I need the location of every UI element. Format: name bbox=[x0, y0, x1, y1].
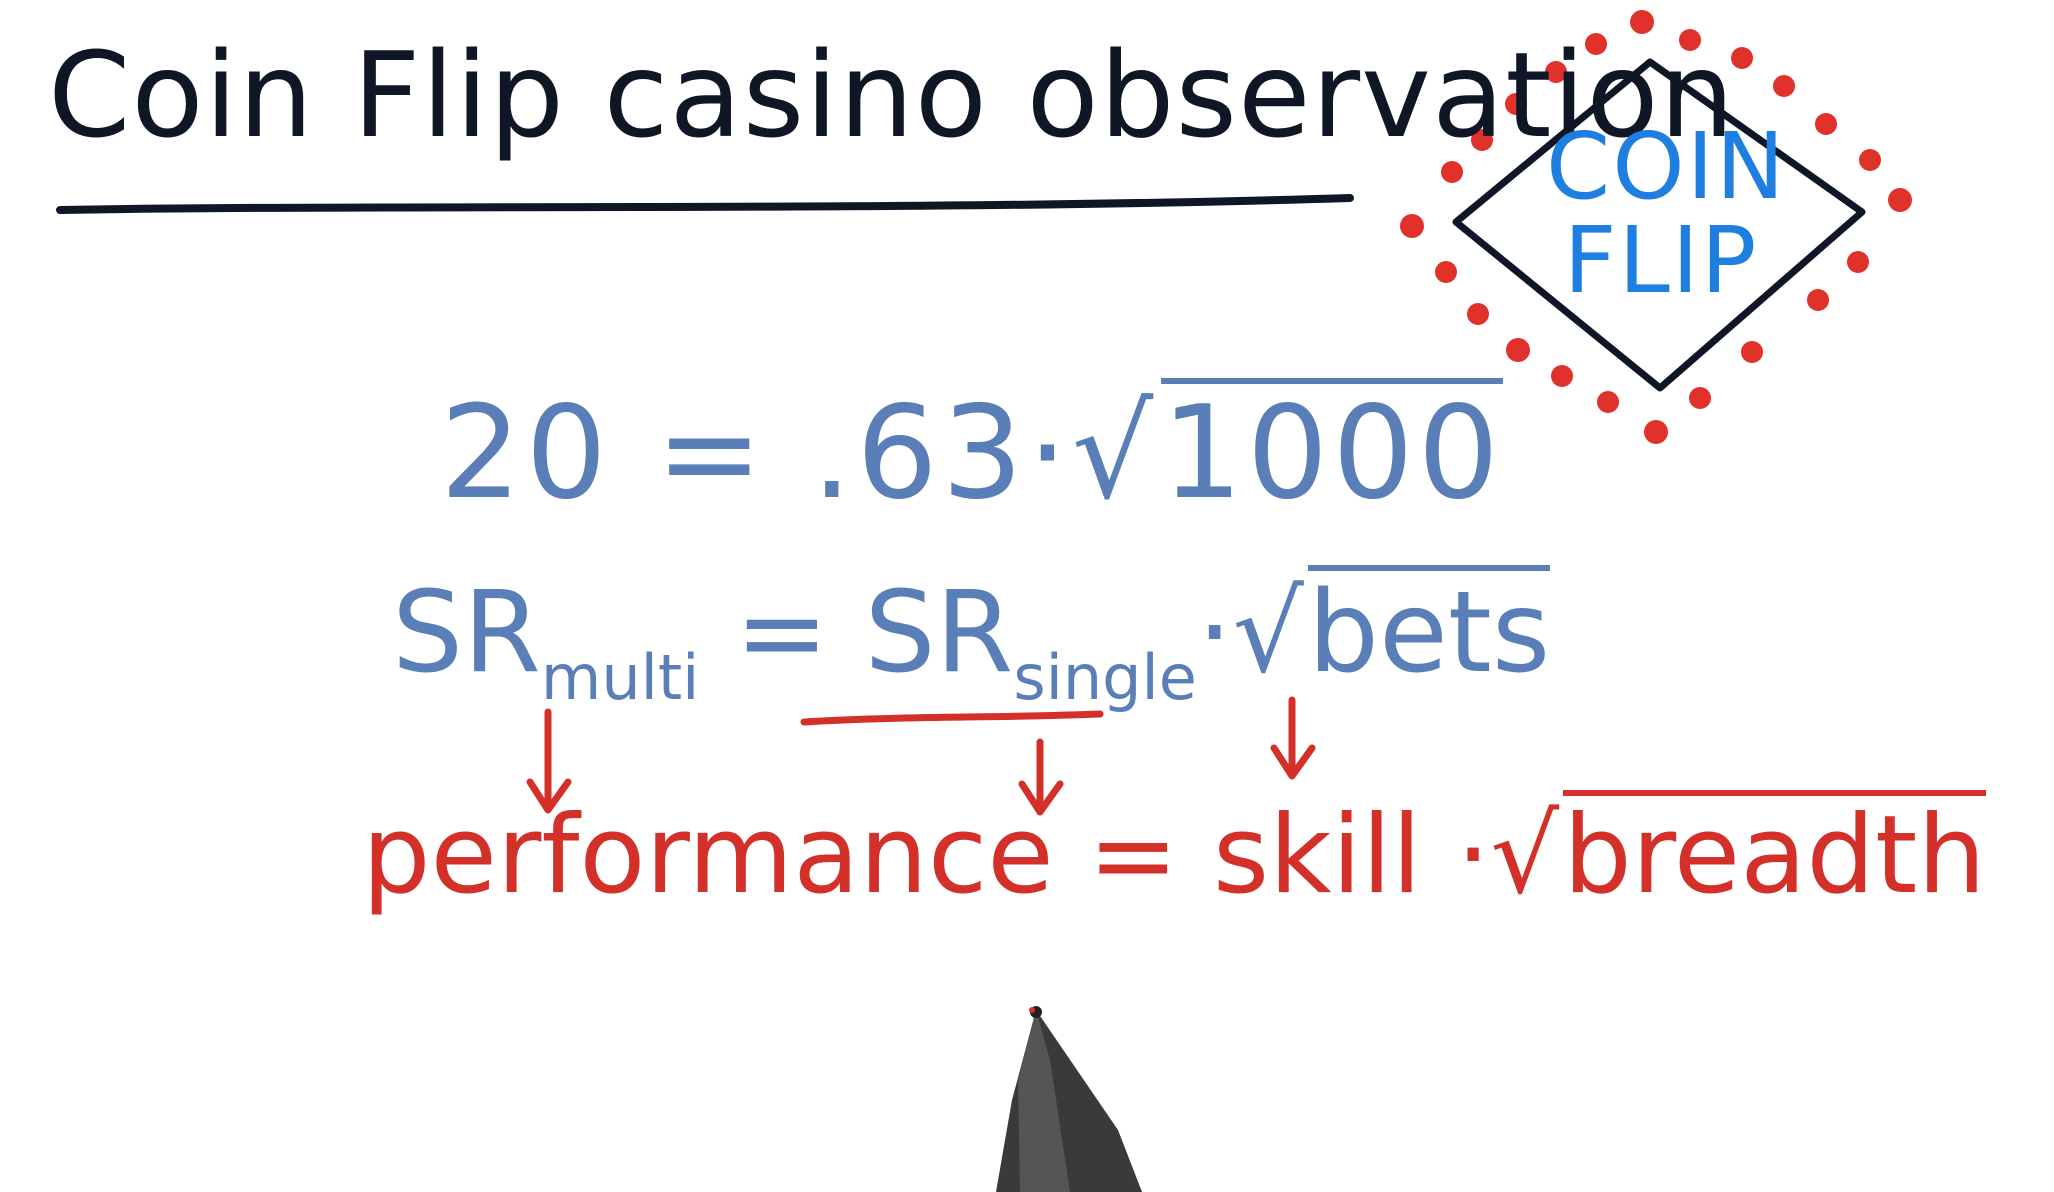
equation-law: performance = skill ·√breadth bbox=[362, 790, 1986, 910]
arrow-multi bbox=[526, 708, 572, 814]
pen-icon bbox=[996, 1006, 1142, 1192]
eq3-performance: performance bbox=[362, 793, 1054, 918]
eq2-radicand: bets bbox=[1307, 565, 1551, 689]
title-underline bbox=[56, 194, 1354, 214]
badge-line-2: FLIP bbox=[1563, 206, 1759, 314]
equation-numeric: 20 = .63·√1000 bbox=[440, 378, 1504, 528]
eq2-equals: = bbox=[734, 568, 829, 698]
single-underline bbox=[800, 710, 1104, 726]
arrow-single bbox=[1018, 738, 1064, 816]
eq1-coef: .63 bbox=[811, 379, 1028, 528]
eq2-single: single bbox=[1013, 641, 1197, 714]
eq1-dot: · bbox=[1027, 379, 1072, 528]
page-title: Coin Flip casino observation bbox=[48, 26, 1736, 164]
eq2-multi: multi bbox=[540, 641, 700, 714]
arrows bbox=[526, 696, 1316, 816]
eq1-sqrt-icon: √ bbox=[1071, 379, 1158, 528]
eq3-sqrt-icon: √ bbox=[1490, 793, 1560, 918]
eq2-sqrt-icon: √ bbox=[1232, 568, 1304, 698]
badge-dots bbox=[1400, 10, 1912, 444]
eq3-dot: · bbox=[1456, 793, 1491, 918]
eq3-radicand: breadth bbox=[1563, 790, 1986, 910]
equation-sharpe: SRmulti = SRsingle·√bets bbox=[392, 565, 1551, 709]
eq3-equals: = bbox=[1088, 793, 1179, 918]
eq3-skill: skill bbox=[1212, 793, 1422, 918]
arrow-bets bbox=[1270, 696, 1316, 780]
eq2-dot: · bbox=[1196, 568, 1233, 698]
badge-line-1: COIN bbox=[1546, 113, 1787, 220]
eq1-lhs: 20 bbox=[440, 379, 611, 528]
eq1-radicand: 1000 bbox=[1161, 378, 1504, 528]
eq2-sr-single-base: SR bbox=[864, 568, 1014, 698]
badge-diamond bbox=[1452, 58, 1866, 392]
coin-flip-badge: COIN FLIP bbox=[1546, 113, 1787, 314]
eq2-sr-multi-base: SR bbox=[392, 568, 541, 698]
eq1-equals: = bbox=[655, 379, 767, 528]
